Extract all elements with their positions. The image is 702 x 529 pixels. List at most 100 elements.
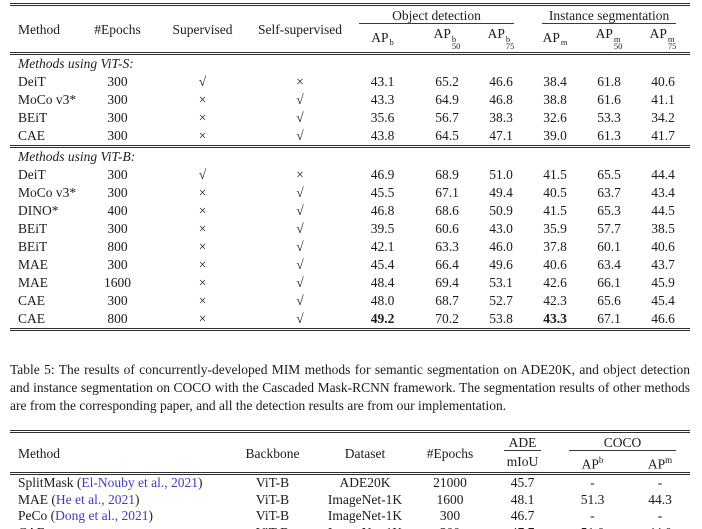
value-cell: 43.8: [370, 127, 395, 143]
epochs-cell: 1600: [104, 274, 131, 290]
table-row: PeCo (Dong et al., 2021) ViT-B ImageNet-1K…: [10, 508, 690, 525]
col-header-epochs: #Epochs: [426, 445, 474, 461]
value-cell: 43.0: [489, 220, 513, 236]
value-cell: 39.0: [543, 127, 567, 143]
value-cell: 50.9: [489, 202, 513, 218]
value-cell: 63.7: [597, 184, 621, 200]
self-supervised-flag-cell: √: [296, 109, 304, 125]
backbone-cell: ViT-B: [255, 508, 290, 523]
value-cell: 46.6: [651, 310, 675, 326]
group-header-row: Method Backbone Dataset #Epochs ADE COCO: [10, 431, 690, 460]
epochs-cell: 300: [107, 166, 128, 182]
supervised-flag-cell: ×: [198, 127, 207, 143]
citation-link[interactable]: He et al., 2021: [55, 491, 135, 507]
dataset-cell: ImageNet-1K: [320, 525, 410, 529]
value-cell: 46.8: [489, 91, 513, 107]
value-cell: 42.1: [370, 238, 395, 254]
table1-header: Method #Epochs Supervised Self-supervise…: [10, 5, 690, 54]
ap-m-cell: 44.3: [648, 491, 672, 507]
table5-header: Method Backbone Dataset #Epochs ADE COCO…: [10, 431, 690, 474]
value-cell: 43.1: [370, 73, 395, 89]
epochs-cell: 800: [107, 310, 128, 326]
method-cell: MAE: [18, 274, 48, 290]
section-label: Methods using ViT-S:: [10, 51, 691, 73]
table5: Method Backbone Dataset #Epochs ADE COCO…: [10, 429, 691, 529]
col-header-ap-b: APb: [581, 454, 604, 472]
value-cell: 38.8: [543, 91, 567, 107]
miou-cell: 47.7: [490, 525, 555, 529]
group-header-row: Method #Epochs Supervised Self-supervise…: [10, 5, 690, 36]
ap-b-cell: -: [555, 472, 630, 492]
table-row: SplitMask (El-Nouby et al., 2021) ViT-B AD…: [10, 472, 691, 492]
epochs-cell: 300: [107, 73, 128, 89]
epochs-cell: 800: [107, 238, 128, 254]
method-cell: BEiT: [18, 238, 48, 254]
epochs-cell: 300: [107, 127, 128, 143]
value-cell: 45.4: [651, 292, 675, 308]
col-header-backbone: Backbone: [245, 445, 300, 461]
value-cell: 68.9: [435, 166, 459, 182]
supervised-flag-cell: ×: [198, 202, 207, 218]
epochs-cell: 300: [107, 184, 128, 200]
supervised-flag-cell: ×: [198, 310, 207, 326]
table-row: CAE 800 × √ 49.2 70.2 53.8 43.3 67.1 46.6: [10, 310, 690, 330]
value-cell: 45.4: [370, 256, 395, 272]
citation-link[interactable]: Dong et al., 2021: [55, 508, 149, 523]
dataset-cell: ImageNet-1K: [327, 491, 403, 507]
instance-segmentation-group-label: Instance segmentation: [542, 9, 677, 24]
backbone-cell: ViT-B: [225, 472, 320, 492]
ap-m-cell: 44.0: [630, 525, 690, 529]
col-header-ap-b50: AP b 50: [433, 26, 461, 51]
object-detection-group-label: Object detection: [359, 9, 515, 24]
value-cell: 41.5: [543, 202, 567, 218]
value-cell: 44.4: [651, 166, 675, 182]
value-cell: 66.4: [435, 256, 459, 272]
epochs-cell: 1600: [436, 491, 464, 507]
value-cell: 65.6: [597, 292, 621, 308]
supervised-flag-cell: ×: [198, 184, 207, 200]
value-cell: 56.7: [435, 109, 459, 125]
self-supervised-flag-cell: √: [296, 127, 304, 143]
dataset-cell: ADE20K: [320, 472, 410, 492]
value-cell: 40.6: [651, 238, 675, 254]
ap-m-cell: -: [657, 508, 663, 523]
value-cell: 53.3: [597, 109, 621, 125]
method-cell: CAE: [18, 127, 45, 143]
value-cell: 46.9: [370, 166, 395, 182]
method-cell: MAE: [18, 256, 48, 272]
value-cell: 49.4: [489, 184, 513, 200]
value-cell: 70.2: [435, 310, 459, 326]
value-cell: 57.7: [597, 220, 621, 236]
supervised-flag-cell: √: [198, 73, 207, 89]
value-cell: 53.1: [489, 274, 513, 290]
table-row: CAE 300 × √ 43.8 64.5 47.1 39.0 61.3 41.7: [10, 127, 690, 147]
value-cell: 47.1: [489, 127, 513, 143]
value-cell: 48.4: [370, 274, 395, 290]
self-supervised-flag-cell: √: [296, 202, 304, 218]
epochs-cell: 300: [439, 508, 461, 523]
value-cell: 65.5: [597, 166, 621, 182]
miou-cell: 48.1: [510, 491, 535, 507]
table-row: BEiT 300 × √ 35.6 56.7 38.3 32.6 53.3 34.2: [10, 109, 690, 127]
table5-caption: Table 5: The results of concurrently-dev…: [10, 361, 690, 413]
col-header-miou: mIoU: [506, 454, 539, 470]
value-cell: 42.6: [543, 274, 567, 290]
supervised-flag-cell: ×: [198, 256, 207, 272]
col-group-coco: COCO: [555, 431, 690, 452]
citation-link[interactable]: El-Nouby et al., 2021: [81, 475, 198, 490]
table-row: MAE 300 × √ 45.4 66.4 49.6 40.6 63.4 43.7: [10, 256, 690, 274]
value-cell: 69.4: [435, 274, 459, 290]
value-cell: 46.0: [489, 238, 513, 254]
col-header-supervised: Supervised: [172, 22, 233, 38]
method-cell: CAE: [10, 525, 225, 529]
value-cell: 45.9: [651, 274, 675, 290]
col-header-ap-b75: AP b 75: [487, 26, 515, 51]
value-cell: 35.9: [543, 220, 567, 236]
self-supervised-flag-cell: ×: [296, 166, 304, 182]
col-header-ap-m50: AP m 50: [595, 26, 623, 51]
value-cell: 34.2: [651, 109, 675, 125]
supervised-flag-cell: ×: [198, 91, 207, 107]
table-row: BEiT 300 × √ 39.5 60.6 43.0 35.9 57.7 38.5: [10, 220, 690, 238]
